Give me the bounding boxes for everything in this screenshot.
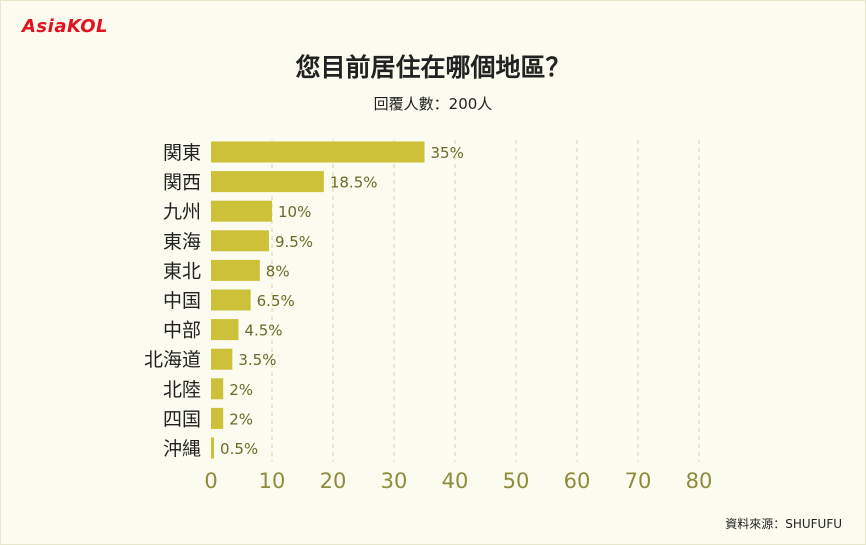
source-note: 資料來源：SHUFUFU bbox=[725, 517, 842, 531]
category-label: 関東 bbox=[163, 142, 201, 164]
bar bbox=[211, 319, 239, 341]
brand-logo: AsiaKOL bbox=[22, 16, 109, 37]
value-label: 6.5% bbox=[257, 292, 295, 310]
x-tick-label: 10 bbox=[259, 469, 286, 493]
x-tick-label: 0 bbox=[204, 469, 217, 493]
category-label: 中部 bbox=[163, 320, 201, 342]
value-label: 3.5% bbox=[238, 351, 276, 369]
value-label: 10% bbox=[278, 203, 311, 221]
value-label: 0.5% bbox=[220, 440, 258, 458]
x-tick-label: 40 bbox=[442, 469, 469, 493]
x-tick-label: 80 bbox=[686, 469, 713, 493]
bar bbox=[211, 348, 233, 370]
category-label: 沖縄 bbox=[163, 438, 201, 460]
category-label: 東北 bbox=[163, 260, 201, 282]
bar bbox=[211, 230, 269, 252]
bar bbox=[211, 437, 215, 459]
grid-lines bbox=[271, 140, 700, 462]
bar bbox=[211, 171, 324, 193]
category-label: 北陸 bbox=[163, 379, 201, 401]
bar bbox=[211, 378, 224, 400]
bar bbox=[211, 289, 251, 311]
bar bbox=[211, 200, 272, 222]
x-tick-label: 20 bbox=[320, 469, 347, 493]
value-label: 9.5% bbox=[275, 233, 313, 251]
x-axis-ticks: 0 10 20 30 40 50 60 70 80 bbox=[204, 469, 712, 493]
value-label: 2% bbox=[229, 381, 253, 399]
category-label: 四国 bbox=[163, 408, 201, 430]
x-tick-label: 50 bbox=[503, 469, 530, 493]
x-tick-label: 60 bbox=[564, 469, 591, 493]
category-label: 東海 bbox=[163, 231, 201, 253]
bar bbox=[211, 259, 260, 281]
bars bbox=[211, 141, 425, 459]
x-tick-label: 30 bbox=[381, 469, 408, 493]
value-label: 18.5% bbox=[330, 174, 378, 192]
category-label: 九州 bbox=[163, 201, 201, 223]
category-label: 中国 bbox=[163, 290, 201, 312]
bar bbox=[211, 141, 425, 163]
value-label: 35% bbox=[431, 144, 464, 162]
category-label: 北海道 bbox=[144, 349, 201, 371]
value-labels: 35% 18.5% 10% 9.5% 8% 6.5% 4.5% 3.5% 2% 2% 0.5% bbox=[220, 144, 464, 458]
bar bbox=[211, 407, 224, 429]
value-label: 8% bbox=[266, 262, 290, 280]
value-label: 4.5% bbox=[244, 322, 282, 340]
category-label: 関西 bbox=[163, 172, 201, 194]
chart-title: 您目前居住在哪個地區？ bbox=[295, 53, 571, 82]
chart-subtitle: 回覆人數：200人 bbox=[373, 95, 493, 113]
x-tick-label: 70 bbox=[625, 469, 652, 493]
value-label: 2% bbox=[229, 410, 253, 428]
